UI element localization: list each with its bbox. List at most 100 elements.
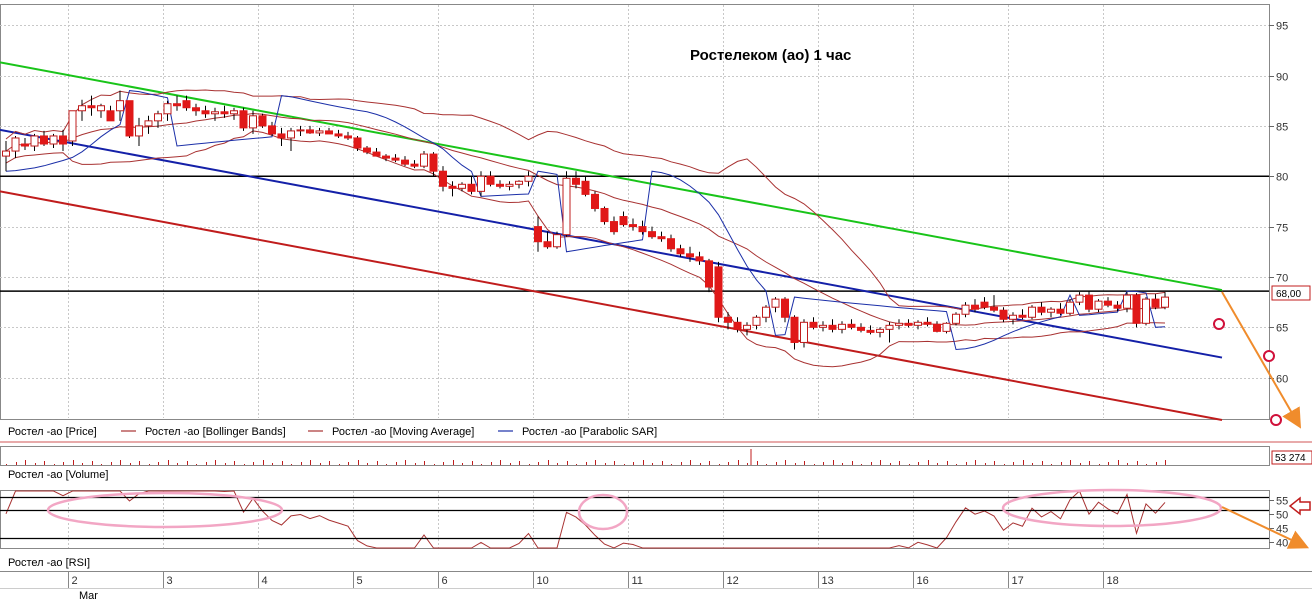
volume-panel-label: Ростел -ао [Volume] [8, 469, 108, 481]
candle-body-down [1113, 304, 1122, 309]
candle-body-down [847, 323, 856, 328]
candle-body-down [714, 266, 723, 318]
candle [714, 261, 723, 323]
candle [420, 151, 428, 169]
trendline-resistance [0, 61, 1223, 292]
candle-body-up [515, 180, 523, 185]
candle [192, 103, 200, 116]
candle-body-down [40, 135, 48, 145]
rsi-highlight-left [46, 491, 284, 529]
candle [961, 302, 970, 318]
candle [952, 312, 960, 326]
candle [1085, 291, 1093, 313]
candle-body-down [410, 163, 419, 167]
candle [496, 180, 504, 189]
rsi-tick-label: 50 [1276, 510, 1288, 522]
candle [40, 130, 48, 147]
candle [448, 181, 457, 197]
target-circle-2 [1263, 350, 1275, 362]
candle [686, 246, 694, 262]
candle [11, 135, 20, 159]
candle [125, 100, 134, 138]
candle [325, 127, 333, 135]
candle [933, 321, 941, 333]
candle [895, 319, 903, 330]
horizontal-levels [0, 175, 1269, 292]
candle-body-up [211, 111, 219, 115]
candle-body-down [638, 226, 647, 233]
price-tick-label: 60 [1276, 374, 1288, 386]
candle-body-down [372, 151, 381, 157]
candle [1151, 294, 1160, 310]
candle-body-down [534, 226, 542, 243]
candle-body-down [676, 248, 685, 255]
candle-body-up [1075, 294, 1084, 303]
date-tick-label: 6 [442, 575, 448, 587]
candle-body-down [192, 107, 200, 112]
candle-body-down [999, 309, 1008, 320]
candle-body-down [543, 241, 552, 248]
candle-body-up [1142, 298, 1150, 324]
price-tick-label: 85 [1276, 122, 1288, 134]
candle-body-up [11, 137, 20, 152]
target-circle-1 [1213, 318, 1225, 330]
candle-body-up [895, 322, 903, 326]
candle-body-down [629, 224, 637, 228]
date-tick-label: 18 [1107, 575, 1119, 587]
candle-body-down [344, 135, 352, 139]
month-label: Mar [79, 590, 98, 602]
candle [334, 129, 343, 138]
candle-body-down [866, 329, 875, 333]
candle-body-down [353, 137, 362, 149]
candle [1142, 297, 1150, 326]
candle-body-down [268, 125, 276, 135]
candle-body-up [315, 130, 324, 134]
date-tick-label: 16 [917, 575, 929, 587]
chart-title: Ростелеком (ао) 1 час [690, 47, 851, 64]
legend-price: Ростел -ао [Price] [8, 426, 97, 438]
candle [144, 115, 153, 134]
candle-body-down [591, 193, 599, 209]
candle [866, 325, 875, 335]
candle [135, 117, 143, 147]
candle-body-down [1132, 294, 1141, 324]
candle [201, 105, 210, 118]
candle-body-down [781, 298, 789, 318]
candle-body-down [600, 207, 609, 223]
candle-body-down [923, 321, 932, 325]
rsi-highlights [46, 488, 1223, 531]
candle-body-down [1085, 294, 1093, 310]
candle [790, 315, 799, 350]
candle [486, 171, 495, 187]
candle [277, 127, 286, 147]
candle-body-up [553, 234, 561, 248]
candle-body-down [182, 100, 191, 109]
candle-body-down [857, 326, 865, 331]
candle-body-down [486, 175, 495, 185]
candle-body-up [743, 324, 751, 330]
date-tick-label: 4 [262, 575, 268, 587]
price-tick-label: 65 [1276, 323, 1288, 335]
candle [163, 100, 172, 121]
rsi-panel [0, 490, 1270, 549]
candle [477, 171, 485, 197]
date-axis: 2 3 4 5 6 10 11 12 13 16 17 18 [68, 572, 1119, 588]
candle [771, 297, 780, 313]
candle-body-down [220, 111, 229, 115]
volume-value-label: 53 274 [1275, 453, 1306, 464]
candle-body-up [420, 153, 428, 167]
date-tick-label: 2 [72, 575, 78, 587]
candle [211, 107, 219, 121]
candle-body-down [59, 135, 67, 145]
price-tick-label: 75 [1276, 223, 1288, 235]
candle [667, 234, 675, 252]
candle-body-up [1066, 301, 1074, 314]
candles [2, 90, 1169, 350]
candle [439, 166, 447, 192]
candle [382, 154, 390, 162]
price-tick-label: 95 [1276, 21, 1288, 33]
candle [1104, 297, 1112, 308]
candle-body-up [505, 183, 514, 187]
candle-body-down [933, 323, 941, 332]
